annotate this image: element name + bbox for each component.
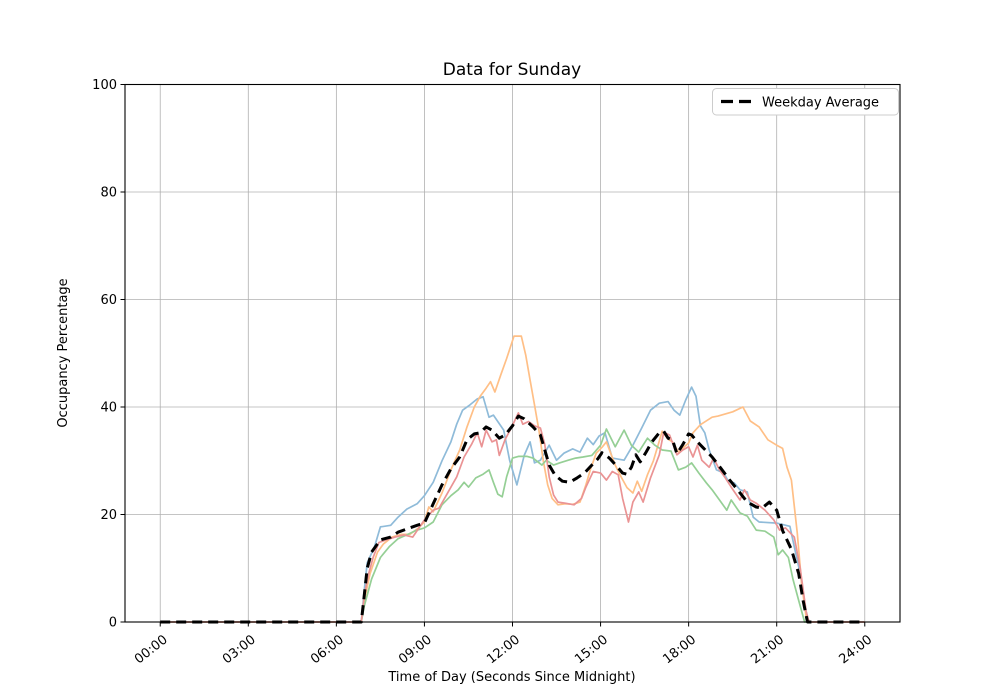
legend-box [712, 88, 899, 116]
grid-layer [125, 84, 900, 623]
y-tick-label: 40 [100, 401, 117, 416]
y-tick-label: 60 [100, 293, 117, 308]
x-tick-label: 24:00 [836, 632, 875, 667]
legend-label: Weekday Average [762, 96, 879, 111]
x-tick-label: 12:00 [484, 632, 523, 667]
x-axis-label: Time of Day (Seconds Since Midnight) [387, 670, 635, 685]
series-layer [160, 335, 865, 624]
series-weekday-average [160, 414, 865, 624]
series-sunday-line-red [160, 412, 865, 623]
x-tick-label: 15:00 [572, 632, 611, 667]
chart-title: Data for Sunday [443, 60, 581, 80]
y-axis-label: Occupancy Percentage [56, 278, 71, 427]
x-tick-label: 21:00 [748, 632, 787, 667]
y-tick-label: 20 [100, 508, 117, 523]
tick-layer: 00:00 03:00 06:00 09:00 12:00 15:00 18:00 21:00… [92, 78, 875, 667]
y-tick-label: 80 [100, 186, 117, 201]
x-tick-label: 00:00 [132, 632, 171, 667]
series-sunday-line-green [160, 428, 865, 623]
x-tick-label: 18:00 [660, 632, 699, 667]
y-tick-label: 100 [92, 78, 117, 93]
legend: Weekday Average [712, 88, 899, 116]
series-sunday-line-orange [160, 335, 865, 623]
x-tick-label: 03:00 [220, 632, 259, 667]
x-tick-label: 09:00 [396, 632, 435, 667]
y-tick-label: 0 [109, 616, 117, 631]
series-sunday-line-blue [160, 386, 865, 623]
x-tick-label: 06:00 [308, 632, 347, 667]
